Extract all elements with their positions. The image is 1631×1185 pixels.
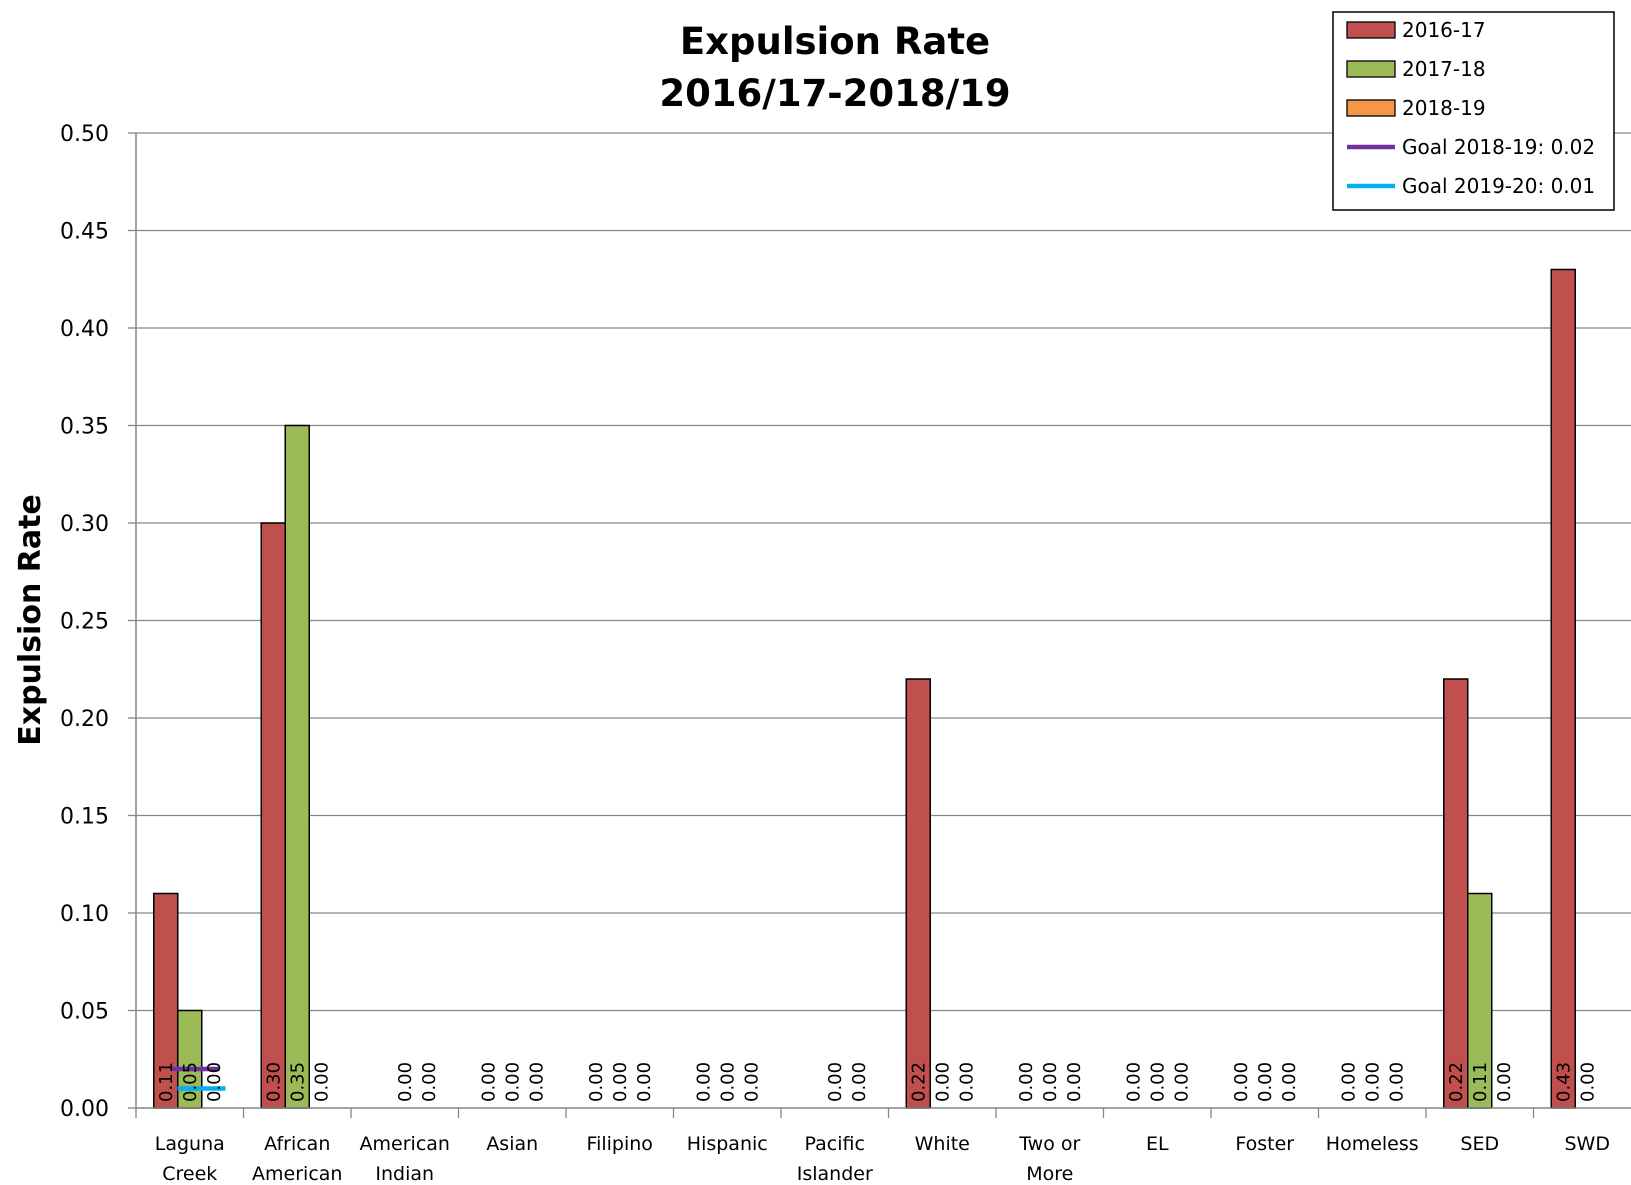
y-tick-label: 0.50	[60, 122, 109, 147]
x-tick-label: SED	[1460, 1133, 1499, 1155]
x-tick-label: American	[360, 1133, 450, 1155]
data-label: 0.00	[1231, 1062, 1252, 1102]
data-label: 0.00	[1147, 1062, 1168, 1102]
x-tick-label: Foster	[1235, 1133, 1294, 1155]
bars	[153, 268, 1576, 1109]
y-tick-label: 0.15	[60, 805, 109, 830]
data-label: 0.30	[263, 1062, 284, 1102]
data-label: 0.22	[908, 1062, 929, 1102]
y-tick-label: 0.05	[60, 1000, 109, 1025]
chart-title-line-2: 2016/17-2018/19	[659, 72, 1010, 115]
y-tick-label: 0.00	[60, 1097, 109, 1122]
y-tick-label: 0.45	[60, 220, 109, 245]
data-label: 0.00	[311, 1062, 332, 1102]
legend-label: Goal 2019-20: 0.01	[1402, 174, 1595, 198]
data-label: 0.00	[1279, 1062, 1300, 1102]
y-axis-label: Expulsion Rate	[13, 494, 48, 746]
data-label: 0.00	[1494, 1062, 1515, 1102]
x-tick-label: Creek	[162, 1163, 217, 1185]
data-label: 0.00	[1171, 1062, 1192, 1102]
data-label: 0.00	[1386, 1062, 1407, 1102]
legend-label: 2018-19	[1402, 96, 1486, 120]
data-label: 0.05	[180, 1062, 201, 1102]
bar	[153, 892, 179, 1109]
legend-label: Goal 2018-19: 0.02	[1402, 135, 1595, 159]
bar	[177, 1009, 203, 1109]
data-label: 0.00	[478, 1062, 499, 1102]
legend-swatch	[1346, 21, 1396, 39]
x-tick-label: More	[1026, 1163, 1073, 1185]
data-label: 0.00	[1362, 1062, 1383, 1102]
y-tick-label: 0.20	[60, 707, 109, 732]
x-tick-label: African	[264, 1133, 330, 1155]
data-label: 0.00	[1255, 1062, 1276, 1102]
goal-lines	[171, 1066, 226, 1091]
data-label: 0.00	[634, 1062, 655, 1102]
y-tick-labels: 0.00 0.05 0.10 0.15 0.20 0.25 0.30 0.35 0.40 0.45…	[60, 122, 109, 1122]
legend: 2016-17 2017-18 2018-19 Goal 2018-19: 0.02 G…	[1332, 11, 1615, 211]
data-label: 0.00	[610, 1062, 631, 1102]
data-label: 0.11	[156, 1062, 177, 1102]
legend-label: 2016-17	[1402, 18, 1486, 42]
bar	[905, 678, 931, 1109]
x-tick-label: Hispanic	[687, 1133, 768, 1155]
data-label: 0.00	[693, 1062, 714, 1102]
data-label: 0.00	[1338, 1062, 1359, 1102]
data-labels: 0.11 0.30 0.00 0.00 0.00 0.22 0.00 0.00 0.00 0.00…	[156, 1062, 1599, 1102]
x-tick-label: Filipino	[587, 1133, 653, 1155]
data-label: 0.35	[287, 1062, 308, 1102]
data-label: 0.43	[1553, 1062, 1574, 1102]
data-label: 0.00	[1016, 1062, 1037, 1102]
data-label: 0.00	[932, 1062, 953, 1102]
legend-label: 2017-18	[1402, 57, 1486, 81]
bar	[284, 424, 310, 1109]
data-label: 0.00	[1123, 1062, 1144, 1102]
axes	[128, 132, 1631, 1118]
data-label: 0.22	[1446, 1062, 1467, 1102]
data-label: 0.00	[825, 1062, 846, 1102]
data-label: 0.11	[1470, 1062, 1491, 1102]
y-tick-label: 0.10	[60, 902, 109, 927]
x-tick-label: Indian	[375, 1163, 434, 1185]
gridlines	[136, 132, 1631, 1012]
x-tick-label: Islander	[797, 1163, 873, 1185]
legend-swatch	[1346, 99, 1396, 117]
x-tick-label: EL	[1146, 1133, 1169, 1155]
data-label: 0.00	[526, 1062, 547, 1102]
x-tick-label: Homeless	[1326, 1133, 1419, 1155]
data-label: 0.00	[502, 1062, 523, 1102]
data-label: 0.00	[956, 1062, 977, 1102]
x-tick-label: White	[915, 1133, 970, 1155]
y-tick-label: 0.35	[60, 415, 109, 440]
legend-swatch	[1346, 60, 1396, 78]
y-tick-label: 0.30	[60, 512, 109, 537]
data-label: 0.00	[741, 1062, 762, 1102]
bar	[1443, 678, 1469, 1109]
data-label: 0.00	[395, 1062, 416, 1102]
y-tick-label: 0.40	[60, 317, 109, 342]
data-label: 0.00	[1064, 1062, 1085, 1102]
bar	[260, 522, 286, 1109]
x-tick-labels: Laguna Creek African American American Indian…	[155, 1133, 1610, 1185]
data-label: 0.00	[1577, 1062, 1598, 1102]
data-label: 0.00	[717, 1062, 738, 1102]
x-tick-label: American	[252, 1163, 342, 1185]
data-label: 0.00	[586, 1062, 607, 1102]
chart-title-line-1: Expulsion Rate	[680, 20, 990, 63]
data-label: 0.00	[419, 1062, 440, 1102]
x-tick-label: Two or	[1018, 1133, 1080, 1155]
y-tick-label: 0.25	[60, 610, 109, 635]
data-label: 0.00	[1040, 1062, 1061, 1102]
x-tick-label: Laguna	[155, 1133, 225, 1155]
x-tick-label: SWD	[1565, 1133, 1610, 1155]
bar	[1550, 268, 1576, 1109]
data-label: 0.00	[204, 1062, 225, 1102]
x-tick-label: Pacific	[805, 1133, 865, 1155]
data-label: 0.00	[849, 1062, 870, 1102]
x-tick-label: Asian	[486, 1133, 538, 1155]
